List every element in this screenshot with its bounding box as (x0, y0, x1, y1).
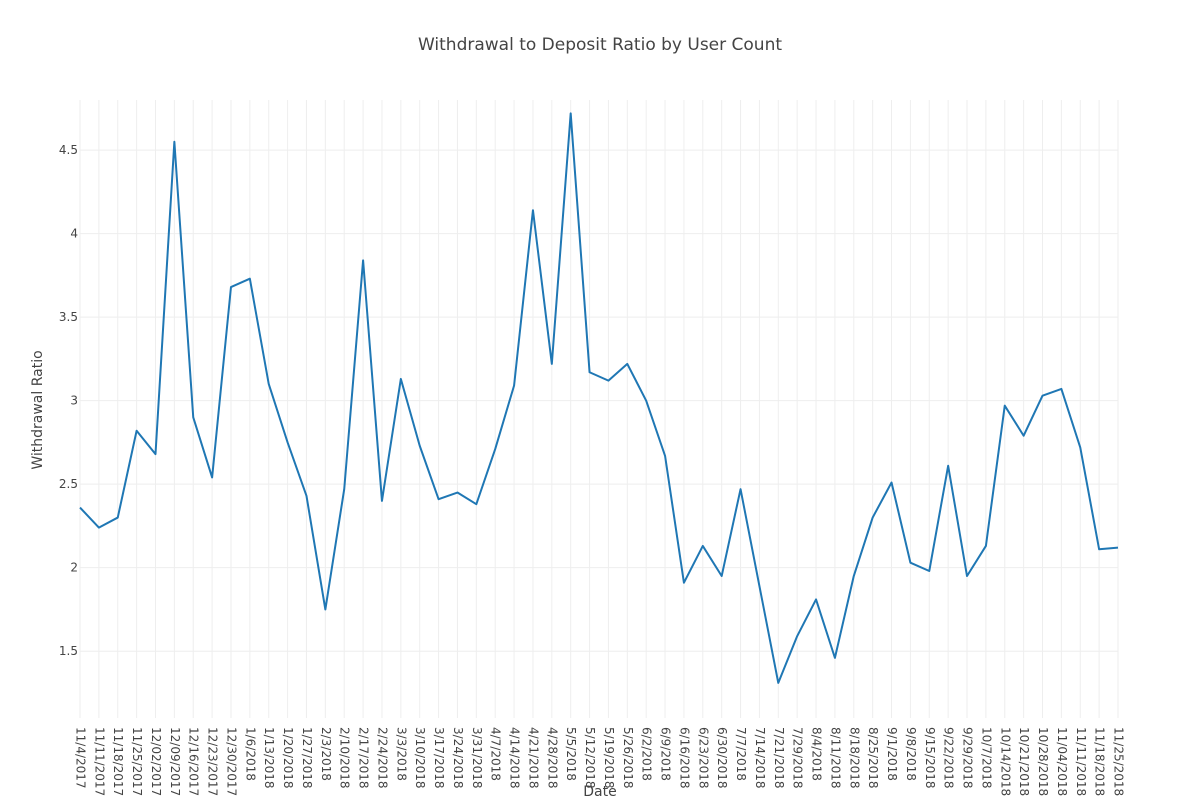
x-tick-label: 10/21/2018 (1017, 727, 1031, 796)
x-tick-label: 3/24/2018 (451, 727, 465, 789)
y-tick-label: 2.5 (59, 477, 78, 491)
x-tick-label: 9/29/2018 (961, 727, 975, 789)
x-tick-label: 11/18/2017 (111, 727, 125, 796)
series-layer (79, 112, 1119, 684)
x-tick-label: 5/26/2018 (621, 727, 635, 789)
x-tick-label: 1/6/2018 (243, 727, 257, 781)
x-tick-label: 2/10/2018 (338, 727, 352, 789)
x-tick-label: 9/8/2018 (904, 727, 918, 781)
x-tick-label: 8/4/2018 (810, 727, 824, 781)
x-tick-label: 1/27/2018 (300, 727, 314, 789)
y-tick-label: 2 (70, 561, 78, 575)
x-tick-label: 8/25/2018 (866, 727, 880, 789)
x-tick-label: 12/09/2017 (168, 727, 182, 796)
y-tick-label: 4 (70, 227, 78, 241)
chart-title: Withdrawal to Deposit Ratio by User Coun… (418, 35, 782, 55)
x-tick-label: 6/23/2018 (696, 727, 710, 789)
x-tick-label: 6/2/2018 (640, 727, 654, 781)
x-tick-label: 5/19/2018 (602, 727, 616, 789)
x-tick-label: 6/16/2018 (677, 727, 691, 789)
y-axis-title: Withdrawal Ratio (30, 350, 46, 469)
x-tick-label: 11/25/2018 (1112, 727, 1126, 796)
x-tick-label: 11/11/2018 (1074, 727, 1088, 796)
x-tick-label: 4/28/2018 (545, 727, 559, 789)
x-tick-label: 7/7/2018 (734, 727, 748, 781)
y-tick-label: 3.5 (59, 310, 78, 324)
x-tick-label: 9/1/2018 (885, 727, 899, 781)
x-tick-label: 1/13/2018 (262, 727, 276, 789)
x-tick-label: 5/5/2018 (564, 727, 578, 781)
x-tick-label: 11/25/2017 (130, 727, 144, 796)
y-tick-label: 3 (70, 394, 78, 408)
x-tick-label: 4/21/2018 (526, 727, 540, 789)
x-tick-label: 10/7/2018 (979, 727, 993, 789)
x-tick-label: 9/15/2018 (923, 727, 937, 789)
x-tick-label: 2/3/2018 (319, 727, 333, 781)
x-tick-label: 8/18/2018 (847, 727, 861, 789)
x-tick-label: 8/11/2018 (828, 727, 842, 789)
x-tick-label: 12/30/2017 (224, 727, 238, 796)
x-tick-label: 2/24/2018 (375, 727, 389, 789)
x-tick-label: 5/12/2018 (583, 727, 597, 789)
x-tick-label: 9/22/2018 (942, 727, 956, 789)
y-tick-label: 1.5 (59, 644, 78, 658)
x-tick-label: 12/23/2017 (206, 727, 220, 796)
x-tick-label: 1/20/2018 (281, 727, 295, 789)
x-tick-label: 12/16/2017 (187, 727, 201, 796)
x-tick-label: 11/4/2017 (74, 727, 88, 789)
x-tick-label: 10/14/2018 (998, 727, 1012, 796)
x-tick-label: 10/28/2018 (1036, 727, 1050, 796)
x-tick-label: 3/10/2018 (413, 727, 427, 789)
x-axis-title: Date (583, 784, 616, 800)
series-line (79, 112, 1119, 684)
x-tick-label: 12/02/2017 (149, 727, 163, 796)
x-tick-label: 7/29/2018 (791, 727, 805, 789)
x-tick-label: 11/18/2018 (1093, 727, 1107, 796)
y-tick-label: 4.5 (59, 143, 78, 157)
x-tick-label: 7/14/2018 (753, 727, 767, 789)
x-axis-ticks: 11/4/2017 11/11/2017 11/18/2017 11/25/2017 1… (74, 727, 1126, 796)
x-tick-label: 11/04/2018 (1055, 727, 1069, 796)
x-tick-label: 7/21/2018 (772, 727, 786, 789)
x-tick-label: 4/14/2018 (508, 727, 522, 789)
y-axis-ticks: 1.5 2 2.5 3 3.5 4 4.5 (59, 143, 78, 658)
x-tick-label: 3/17/2018 (432, 727, 446, 789)
x-tick-label: 2/17/2018 (357, 727, 371, 789)
x-tick-label: 11/11/2017 (92, 727, 106, 796)
x-tick-label: 3/3/2018 (394, 727, 408, 781)
x-tick-label: 4/7/2018 (489, 727, 503, 781)
grid (79, 100, 1119, 718)
x-tick-label: 6/30/2018 (715, 727, 729, 789)
x-tick-label: 6/9/2018 (659, 727, 673, 781)
x-tick-label: 3/31/2018 (470, 727, 484, 789)
